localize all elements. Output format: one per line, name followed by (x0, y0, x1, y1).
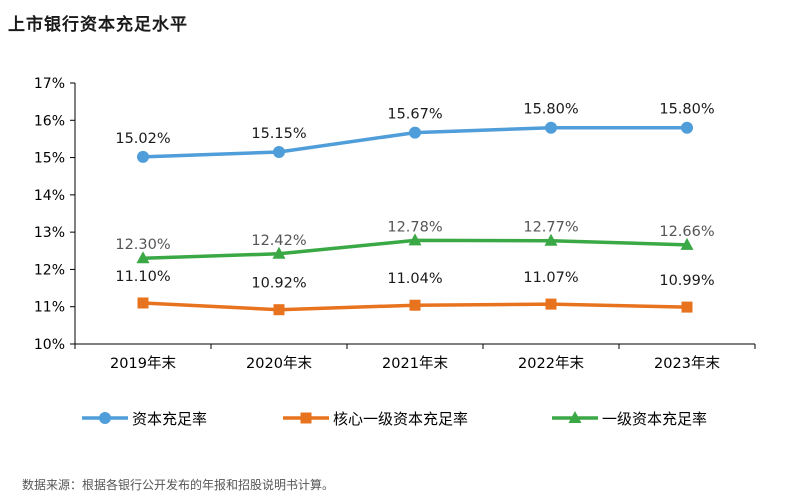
data-label: 11.07% (523, 270, 578, 286)
legend-label: 核心一级资本充足率 (333, 410, 468, 428)
data-label: 10.99% (659, 273, 714, 289)
y-tick-label: 11% (34, 300, 65, 316)
data-label: 12.30% (115, 237, 170, 253)
series-1 (137, 121, 693, 163)
series-3 (136, 233, 694, 264)
data-point (273, 145, 285, 158)
legend-item: 一级资本充足率 (552, 410, 707, 428)
axes: 10% 11% 12% 13% 14% 15% 16% 17% 2019年末 2020年末 2021… (34, 76, 756, 372)
data-point (409, 126, 421, 139)
data-label: 12.78% (387, 219, 442, 235)
y-tick-label: 17% (34, 76, 65, 92)
data-labels: 15.02% 15.15% 15.67% 15.80% 15.80% 11.10% 10.9… (115, 102, 714, 292)
y-tick-label: 13% (34, 225, 65, 241)
data-point (137, 297, 149, 309)
data-label: 12.77% (523, 220, 578, 236)
x-tick-label: 2023年末 (654, 355, 720, 372)
y-tick-label: 16% (34, 113, 65, 129)
data-point (273, 304, 285, 316)
data-point (136, 251, 150, 264)
legend-marker (99, 412, 111, 424)
data-point (681, 121, 693, 134)
data-point (681, 301, 693, 313)
data-point (272, 246, 286, 259)
data-point (545, 121, 557, 134)
data-label: 15.15% (251, 126, 306, 142)
data-label: 11.10% (115, 269, 170, 285)
legend-item: 核心一级资本充足率 (283, 410, 468, 428)
data-label: 11.04% (387, 271, 442, 287)
legend: 资本充足率 核心一级资本充足率 一级资本充足率 (82, 410, 707, 428)
data-label: 15.02% (115, 131, 170, 147)
y-tick-label: 12% (34, 262, 65, 278)
legend-label: 资本充足率 (132, 410, 207, 428)
y-tick-label: 10% (34, 337, 65, 353)
x-tick-label: 2020年末 (246, 355, 312, 372)
y-tick-label: 14% (34, 188, 65, 204)
data-label: 10.92% (251, 276, 306, 292)
legend-label: 一级资本充足率 (602, 410, 707, 428)
data-point (409, 299, 421, 311)
source-note: 数据来源：根据各银行公开发布的年报和招股说明书计算。 (22, 478, 335, 492)
data-point (545, 298, 557, 310)
x-tick-label: 2019年末 (110, 355, 176, 372)
data-point (137, 150, 149, 163)
data-label: 15.80% (523, 102, 578, 118)
y-tick-label: 15% (34, 151, 65, 167)
legend-marker (300, 412, 312, 424)
data-point (544, 233, 558, 246)
data-point (680, 237, 694, 250)
data-point (408, 233, 422, 246)
data-label: 12.66% (659, 224, 714, 240)
legend-item: 资本充足率 (82, 410, 207, 428)
x-tick-label: 2022年末 (518, 355, 584, 372)
series-2 (137, 297, 693, 316)
legend-marker (568, 411, 582, 423)
chart-title: 上市银行资本充足水平 (8, 15, 188, 35)
data-label: 15.80% (659, 102, 714, 118)
data-label: 15.67% (387, 107, 442, 123)
data-label: 12.42% (251, 233, 306, 249)
x-tick-label: 2021年末 (382, 355, 448, 372)
series-layer (136, 121, 694, 316)
